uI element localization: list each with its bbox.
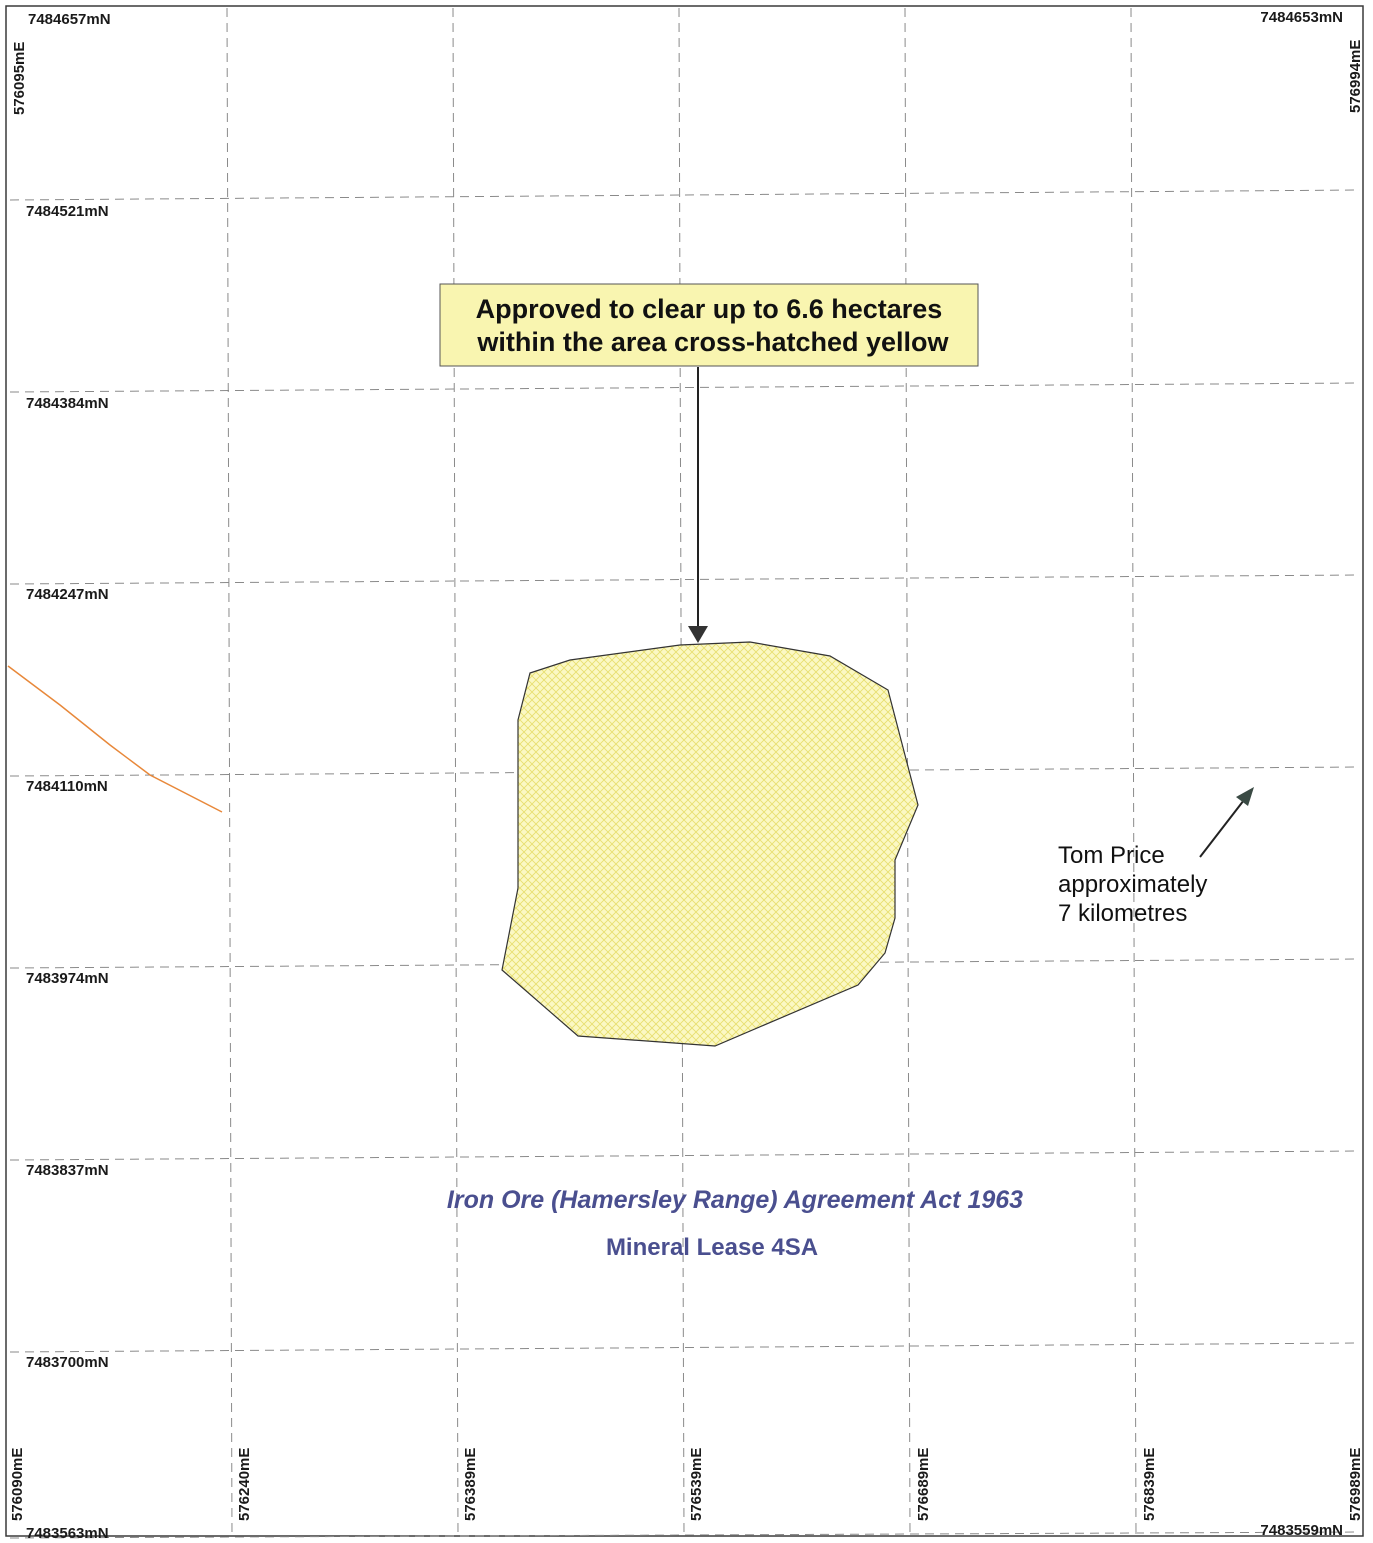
northing-label: 7484657mN (28, 11, 111, 28)
northing-gridlines (9, 189, 1361, 1539)
northing-label: 7483974mN (26, 970, 109, 987)
northing-label-top-right: 7484653mN (1260, 9, 1343, 26)
northing-label: 7484521mN (26, 203, 109, 220)
easting-gridline (1130, 7, 1137, 1539)
northing-label-bottom-right: 7483559mN (1260, 1522, 1343, 1539)
tom-price-arrow (1199, 787, 1254, 858)
tom-price-label: Tom Price (1058, 842, 1165, 869)
callout-line-2: within the area cross-hatched yellow (476, 327, 949, 357)
easting-label-top-left: 576095mE (11, 42, 28, 115)
easting-label: 576389mE (462, 1448, 479, 1521)
northing-gridline (9, 1150, 1361, 1161)
northing-label: 7484110mN (26, 778, 108, 795)
easting-label: 576240mE (236, 1448, 253, 1521)
easting-labels: 576090mE 576240mE 576389mE 576539mE 5766… (9, 1448, 1364, 1521)
tom-price-distance-value: 7 kilometres (1058, 900, 1187, 927)
easting-label: 576989mE (1347, 1448, 1364, 1521)
easting-label: 576839mE (1141, 1448, 1158, 1521)
northing-gridline (9, 574, 1361, 585)
northing-gridline (9, 189, 1361, 201)
easting-label-top-right: 576994mE (1347, 40, 1364, 113)
callout-box (439, 283, 979, 367)
northing-gridline (9, 1531, 1361, 1539)
callout-arrow (688, 367, 708, 643)
easting-label: 576689mE (915, 1448, 932, 1521)
northing-label: 7483563mN (26, 1525, 109, 1542)
easting-label: 576539mE (688, 1448, 705, 1521)
northing-label: 7483837mN (26, 1162, 109, 1179)
callout-line-1: Approved to clear up to 6.6 hectares (476, 294, 943, 324)
clearing-area (501, 641, 919, 1047)
northing-label: 7484384mN (26, 395, 109, 412)
lease-title: Mineral Lease 4SA (606, 1234, 818, 1261)
northing-gridline (9, 1342, 1361, 1353)
road-line (7, 665, 223, 813)
act-title: Iron Ore (Hamersley Range) Agreement Act… (447, 1186, 1023, 1214)
northing-gridline (9, 382, 1361, 393)
easting-gridline (226, 7, 233, 1539)
northing-label: 7483700mN (26, 1354, 109, 1371)
northing-label: 7484247mN (26, 586, 109, 603)
easting-label: 576090mE (9, 1448, 26, 1521)
map-border (5, 5, 1364, 1537)
tom-price-distance-label: approximately (1058, 871, 1207, 898)
easting-gridline (452, 7, 459, 1539)
northing-labels: 7484657mN 7484521mN 7484384mN 7484247mN … (26, 11, 111, 1542)
